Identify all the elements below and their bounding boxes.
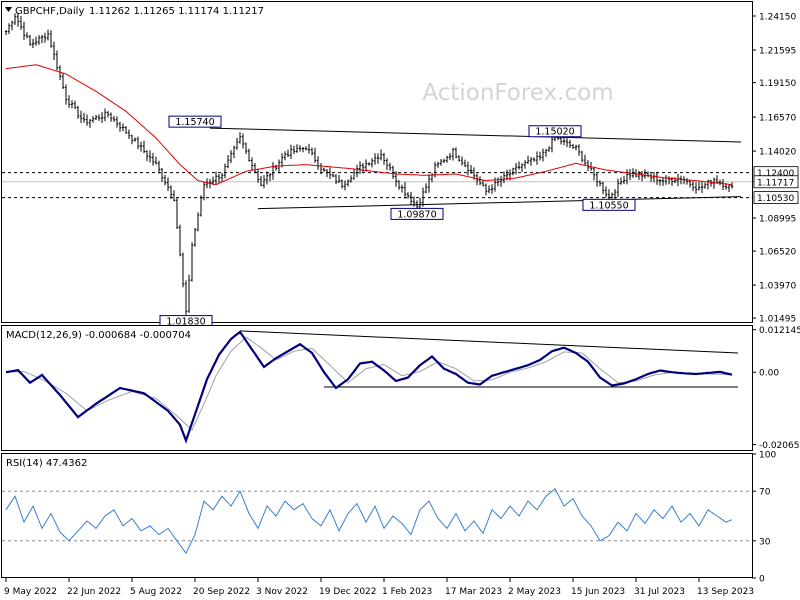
moving-average-line <box>5 64 733 186</box>
rsi-axis: 100 70 30 0 <box>752 451 776 585</box>
time-axis-label-8: 2 May 2023 <box>508 587 561 597</box>
time-axis-label-0: 9 May 2022 <box>4 587 57 597</box>
level-label-box-1 <box>753 191 799 205</box>
price-axis-label-0: 1.24150 <box>759 13 796 23</box>
rsi-axis-label-2: 30 <box>759 537 771 547</box>
level-label-0: 1.12400 <box>757 169 794 179</box>
annotation-box-4 <box>582 198 636 211</box>
price-trendline-0 <box>209 127 742 143</box>
annotation-box-2 <box>390 207 444 220</box>
rsi-levels <box>2 490 752 542</box>
time-axis-label-11: 13 Sep 2023 <box>697 587 754 597</box>
price-annotations: 1.01830 1.15740 1.09870 1.15020 1.10550 <box>159 115 636 328</box>
time-axis-label-9: 15 Jun 2023 <box>571 587 625 597</box>
time-axis-label-3: 20 Sep 2022 <box>193 587 250 597</box>
time-axis-label-6: 1 Feb 2023 <box>382 587 432 597</box>
rsi-title: RSI(14) 47.4362 <box>6 458 87 469</box>
ohlc-bars <box>4 12 734 315</box>
macd-title: MACD(12,26,9) -0.000684 -0.000704 <box>6 330 191 341</box>
macd-panel: 0.012145 0.00 -0.020656 MACD(12,26,9) -0.0… <box>1 325 800 451</box>
annotation-box-1 <box>168 115 222 128</box>
symbol-label: GBPCHF,Daily <box>15 6 84 17</box>
price-bars <box>4 12 734 315</box>
price-axis-label-1: 1.21595 <box>759 47 796 57</box>
dropdown-arrow-icon[interactable] <box>5 7 12 12</box>
price-axis-label-4: 1.14020 <box>759 148 796 158</box>
rsi-axis-label-0: 100 <box>759 451 776 461</box>
macd-trendline-0 <box>239 330 739 354</box>
time-axis-label-10: 31 Jul 2023 <box>634 587 685 597</box>
time-axis-label-5: 19 Dec 2022 <box>319 587 377 597</box>
annotation-label-2: 1.09870 <box>397 209 436 220</box>
macd-axis-label-0: 0.012145 <box>759 326 800 336</box>
time-axis-label-7: 17 Mar 2023 <box>445 587 502 597</box>
watermark: ActionForex.com <box>422 80 613 106</box>
current-price-box <box>753 175 799 189</box>
rsi-panel: 100 70 30 0 RSI(14) 47.4362 <box>1 451 776 585</box>
current-price-label: 1.11717 <box>757 178 794 188</box>
price-axis-label-6: 1.08995 <box>759 215 796 225</box>
rsi-axis-label-1: 70 <box>759 488 771 498</box>
macd-axis-label-1: 0.00 <box>759 369 779 379</box>
price-trendline-1 <box>257 196 742 210</box>
price-axis-label-9: 1.01495 <box>759 315 796 325</box>
macd-axis: 0.012145 0.00 -0.020656 <box>752 326 800 451</box>
time-axis-label-1: 22 Jun 2022 <box>67 587 121 597</box>
time-axis-label-2: 5 Aug 2022 <box>130 587 182 597</box>
annotation-label-4: 1.10550 <box>589 200 628 211</box>
rsi-axis-label-3: 0 <box>759 575 765 585</box>
macd-signal-line <box>5 336 733 431</box>
price-axis: 1.24150 1.21595 1.19150 1.16570 1.14020 1.117… <box>752 13 799 325</box>
annotation-label-3: 1.15020 <box>535 127 574 138</box>
macd-trendlines <box>239 330 739 388</box>
price-axis-label-8: 1.03970 <box>759 282 796 292</box>
annotation-label-0: 1.01830 <box>166 317 205 328</box>
price-panel: ActionForex.com 1.01830 1.15740 1.09870 1.1… <box>1 1 799 328</box>
macd-line <box>5 330 733 444</box>
level-label-1: 1.10530 <box>757 194 794 204</box>
annotation-label-1: 1.15740 <box>175 117 214 128</box>
ohlc-values: 1.11262 1.11265 1.11174 1.11217 <box>89 6 264 17</box>
price-axis-label-2: 1.19150 <box>759 79 796 89</box>
price-trendlines <box>209 127 742 210</box>
price-axis-label-7: 1.06520 <box>759 248 796 258</box>
annotation-box-3 <box>528 125 582 138</box>
price-axis-label-3: 1.16570 <box>759 114 796 124</box>
time-axis: 9 May 2022 22 Jun 2022 5 Aug 2022 20 Sep 20… <box>4 578 754 597</box>
rsi-line <box>5 487 733 555</box>
macd-axis-label-2: -0.020656 <box>759 441 800 451</box>
time-axis-label-4: 3 Nov 2022 <box>256 587 308 597</box>
